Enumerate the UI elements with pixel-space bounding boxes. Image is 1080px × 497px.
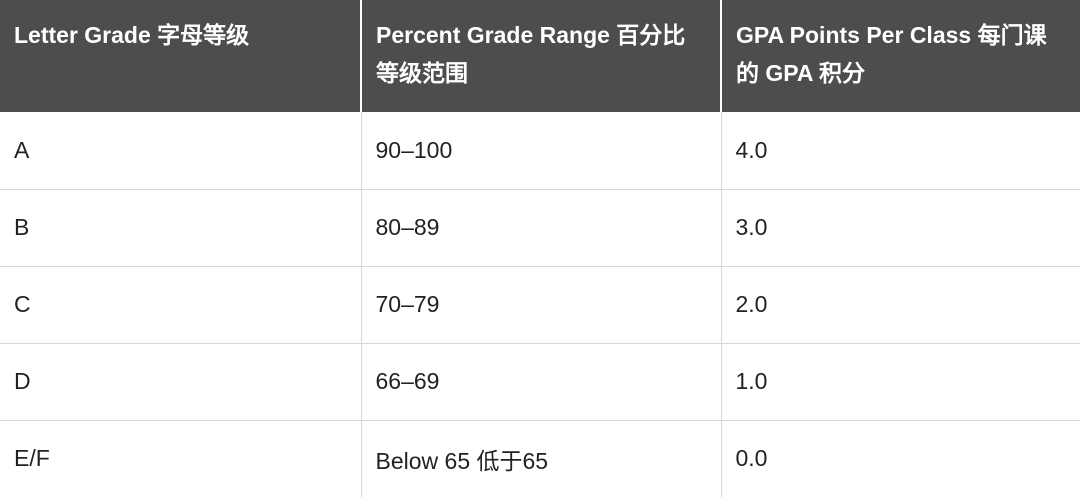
table-row: D 66–69 1.0 <box>0 342 1080 420</box>
cell-gpa-points: 2.0 <box>720 265 1080 343</box>
table-row: B 80–89 3.0 <box>0 188 1080 266</box>
table-row: A 90–100 4.0 <box>0 112 1080 189</box>
cell-gpa-points: 4.0 <box>720 112 1080 189</box>
cell-letter-grade: E/F <box>0 419 361 497</box>
cell-percent-range: 66–69 <box>360 342 721 420</box>
cell-letter-grade: B <box>0 188 361 266</box>
table-row: C 70–79 2.0 <box>0 265 1080 343</box>
cell-letter-grade: C <box>0 265 361 343</box>
cell-letter-grade: D <box>0 342 361 420</box>
cell-percent-range: 90–100 <box>360 112 721 189</box>
header-gpa-points: GPA Points Per Class 每门课的 GPA 积分 <box>720 0 1080 112</box>
table-body: A 90–100 4.0 B 80–89 3.0 C 70–79 2.0 D 6… <box>0 112 1080 497</box>
cell-gpa-points: 0.0 <box>720 419 1080 497</box>
cell-percent-range: Below 65 低于65 <box>360 419 721 497</box>
cell-percent-range: 80–89 <box>360 188 721 266</box>
cell-percent-range: 70–79 <box>360 265 721 343</box>
table-header: Letter Grade 字母等级 Percent Grade Range 百分… <box>0 0 1080 112</box>
header-letter-grade: Letter Grade 字母等级 <box>0 0 361 112</box>
header-row: Letter Grade 字母等级 Percent Grade Range 百分… <box>0 0 1080 112</box>
cell-gpa-points: 1.0 <box>720 342 1080 420</box>
table-row: E/F Below 65 低于65 0.0 <box>0 419 1080 497</box>
header-percent-range: Percent Grade Range 百分比等级范围 <box>360 0 721 112</box>
cell-letter-grade: A <box>14 136 30 163</box>
cell-gpa-points: 3.0 <box>720 188 1080 266</box>
